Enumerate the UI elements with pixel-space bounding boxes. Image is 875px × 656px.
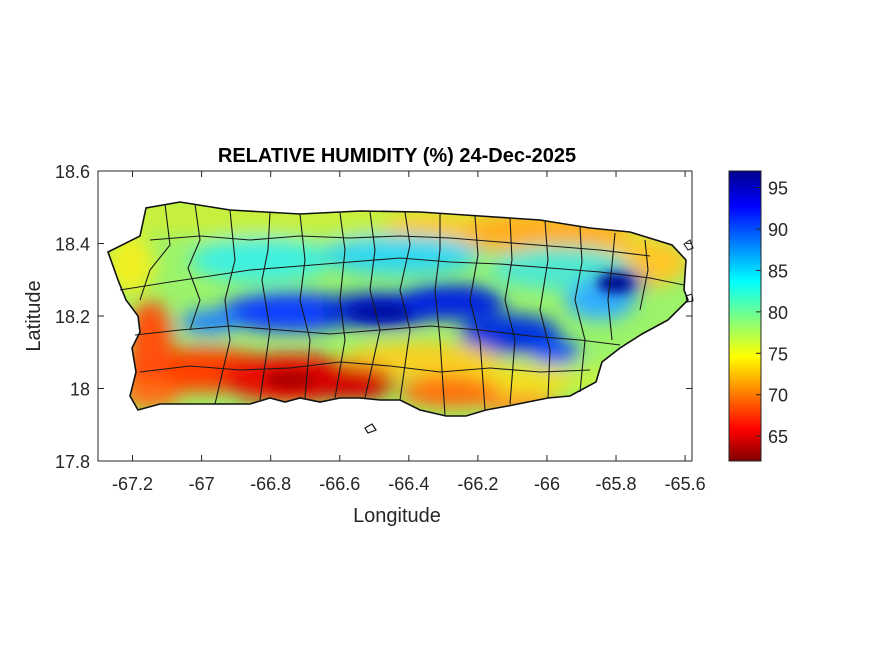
colorbar bbox=[728, 170, 762, 462]
x-axis: -67.2 -67 -66.8 -66.6 -66.4 -66.2 -66 -65.8 -65.… bbox=[112, 171, 706, 494]
municipality-boundaries bbox=[119, 203, 685, 416]
colorbar-tick-label: 75 bbox=[768, 344, 788, 364]
x-tick-label: -66 bbox=[534, 474, 560, 494]
colorbar-tick-label: 70 bbox=[768, 386, 788, 406]
y-tick-label: 18.6 bbox=[55, 162, 90, 182]
islet-caja-de-muertos bbox=[364, 423, 377, 434]
islet-east bbox=[685, 293, 694, 303]
colorbar-ticks: 65 70 75 80 85 90 95 bbox=[756, 179, 788, 447]
x-tick-label: -66.8 bbox=[250, 474, 291, 494]
colorbar-tick-label: 95 bbox=[768, 179, 788, 199]
colorbar-tick-label: 85 bbox=[768, 261, 788, 281]
colorbar-tick-label: 65 bbox=[768, 427, 788, 447]
y-axis: 17.8 18 18.2 18.4 18.6 bbox=[55, 162, 692, 472]
y-tick-label: 18.2 bbox=[55, 307, 90, 327]
colorbar-tick-label: 80 bbox=[768, 303, 788, 323]
colorbar-tick-label: 90 bbox=[768, 220, 788, 240]
x-axis-label: Longitude bbox=[353, 505, 441, 527]
x-tick-label: -67 bbox=[189, 474, 215, 494]
y-tick-label: 18.4 bbox=[55, 235, 90, 255]
x-tick-label: -66.6 bbox=[319, 474, 360, 494]
x-tick-label: -65.8 bbox=[596, 474, 637, 494]
y-axis-label: Latitude bbox=[23, 280, 45, 351]
chart-title: RELATIVE HUMIDITY (%) 24-Dec-2025 bbox=[218, 145, 576, 167]
y-tick-label: 17.8 bbox=[55, 452, 90, 472]
x-tick-label: -66.4 bbox=[388, 474, 429, 494]
x-tick-label: -66.2 bbox=[457, 474, 498, 494]
y-tick-label: 18 bbox=[70, 380, 90, 400]
x-tick-label: -67.2 bbox=[112, 474, 153, 494]
x-tick-label: -65.6 bbox=[665, 474, 706, 494]
islet-northeast bbox=[683, 239, 694, 251]
